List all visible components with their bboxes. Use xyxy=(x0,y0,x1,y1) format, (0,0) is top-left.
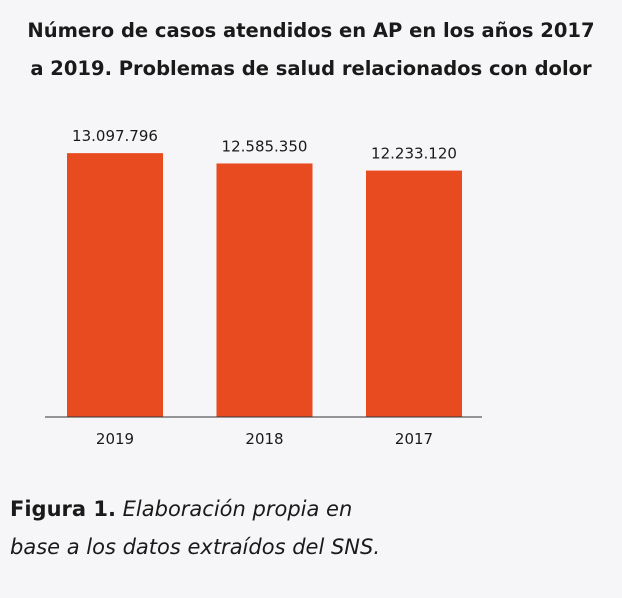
value-label-2018: 12.585.350 xyxy=(222,137,308,155)
chart-title: Número de casos atendidos en AP en los a… xyxy=(0,12,622,88)
caption-text-line-1: Elaboración propia en xyxy=(115,497,353,521)
x-tick-label-2019: 2019 xyxy=(96,430,134,448)
chart-title-line-1: Número de casos atendidos en AP en los a… xyxy=(27,19,595,42)
caption-text-line-2: base a los datos extraídos del SNS. xyxy=(10,535,380,559)
bars-group xyxy=(67,153,462,417)
bar-2018 xyxy=(216,163,313,417)
chart-title-line-2: a 2019. Problemas de salud relacionados … xyxy=(30,57,592,80)
caption-figure-label: Figura 1. xyxy=(10,497,116,521)
bar-2017 xyxy=(366,170,462,417)
bar-2019 xyxy=(67,153,163,417)
x-tick-label-2018: 2018 xyxy=(245,430,283,448)
figure-caption: Figura 1. Elaboración propia en base a l… xyxy=(10,490,610,566)
value-label-2019: 13.097.796 xyxy=(72,127,158,145)
value-labels-group: 13.097.796 12.585.350 12.233.120 xyxy=(72,127,457,162)
value-label-2017: 12.233.120 xyxy=(371,145,457,163)
x-tick-labels-group: 2019 2018 2017 xyxy=(96,430,433,448)
x-tick-label-2017: 2017 xyxy=(395,430,433,448)
